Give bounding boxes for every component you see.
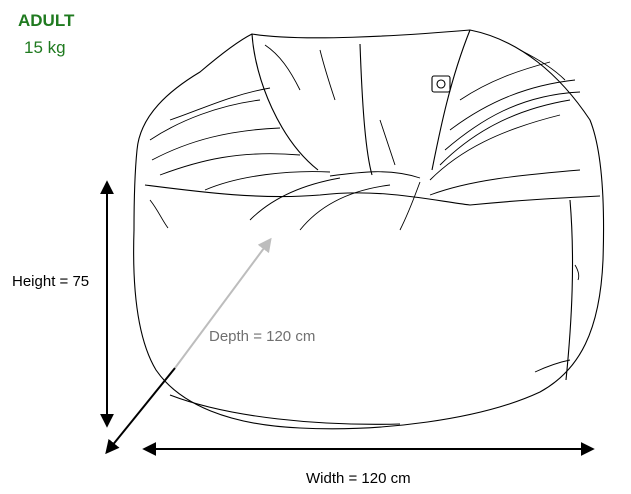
bean-bag-outline	[133, 29, 605, 430]
size-name: ADULT	[18, 11, 75, 30]
depth-arrow-back	[174, 237, 272, 369]
depth-label: Depth = 120 cm	[209, 328, 316, 345]
width-label: Width = 120 cm	[306, 470, 411, 487]
fabric-wrinkles	[149, 44, 581, 373]
depth-arrow-front	[105, 367, 176, 455]
height-label: Height = 75	[12, 273, 90, 290]
product-weight: 15 kg	[24, 38, 66, 57]
